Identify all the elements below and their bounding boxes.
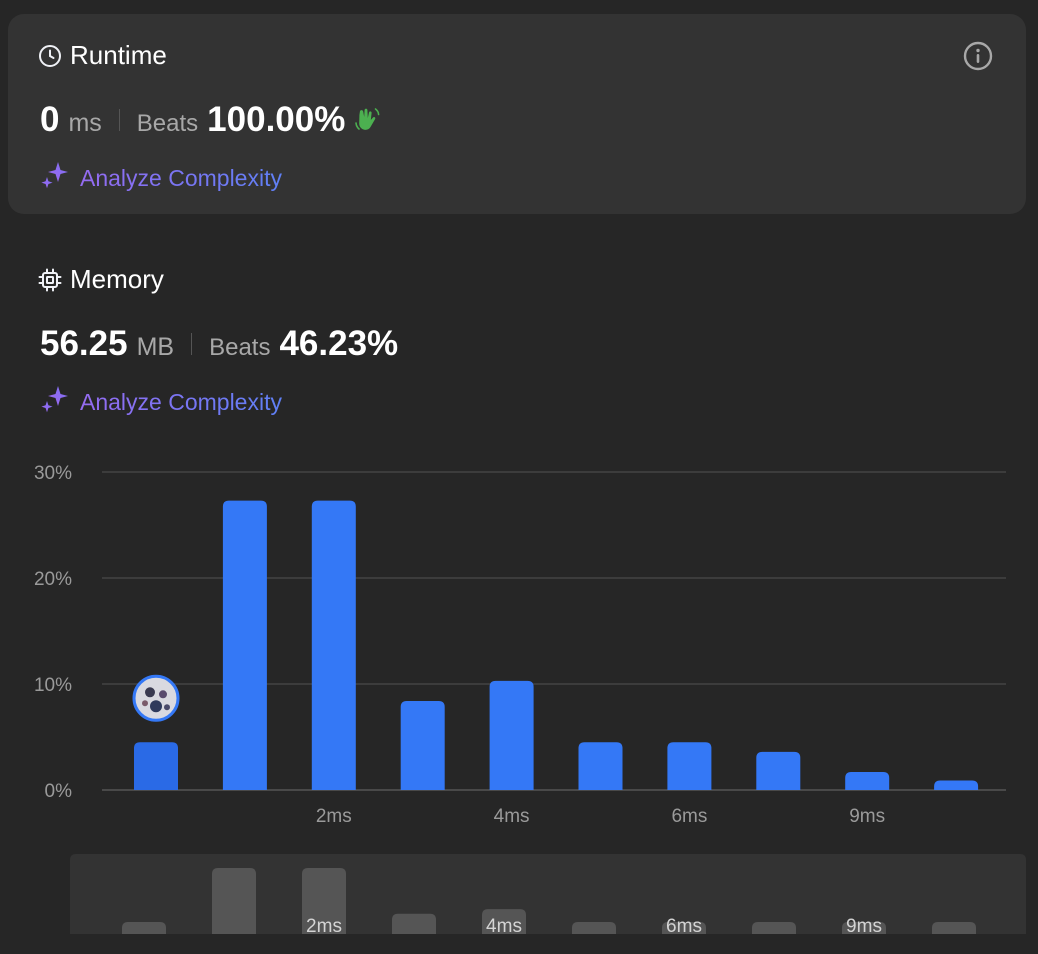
runtime-beats-value: 100.00% bbox=[207, 100, 346, 139]
overview-bar[interactable] bbox=[572, 922, 616, 934]
memory-value: 56.25 bbox=[40, 324, 128, 363]
analyze-complexity-label: Analyze Complexity bbox=[80, 164, 282, 191]
runtime-card bbox=[8, 14, 1026, 214]
chart-bar[interactable] bbox=[934, 780, 979, 790]
runtime-title: Runtime bbox=[70, 40, 167, 70]
runtime-stats: 0 ms Beats 100.00% bbox=[40, 100, 383, 140]
memory-header: Memory bbox=[38, 264, 164, 295]
chart-bar[interactable] bbox=[222, 500, 267, 790]
info-icon[interactable] bbox=[962, 40, 994, 72]
chip-icon bbox=[38, 268, 62, 292]
y-tick-label: 10% bbox=[34, 675, 72, 696]
overview-bar[interactable] bbox=[752, 922, 796, 934]
chart-bar[interactable] bbox=[756, 751, 801, 790]
overview-bar[interactable] bbox=[932, 922, 976, 934]
overview-bar[interactable] bbox=[302, 868, 346, 934]
runtime-unit: ms bbox=[68, 109, 102, 137]
x-tick-label: 2ms bbox=[316, 806, 352, 827]
overview-bar[interactable] bbox=[122, 922, 166, 934]
chart-bar[interactable] bbox=[311, 500, 356, 790]
x-tick-label: 6ms bbox=[671, 806, 707, 827]
chart-bar[interactable] bbox=[578, 742, 623, 790]
overview-bar[interactable] bbox=[212, 868, 256, 934]
memory-stats: 56.25 MB Beats 46.23% bbox=[40, 324, 398, 364]
memory-unit: MB bbox=[136, 333, 175, 361]
memory-title: Memory bbox=[70, 264, 164, 294]
chart-bar[interactable] bbox=[489, 680, 534, 790]
y-tick-label: 30% bbox=[34, 463, 72, 484]
analyze-complexity-label: Analyze Complexity bbox=[80, 388, 282, 415]
waving-hands-icon bbox=[351, 102, 383, 139]
memory-beats-label: Beats bbox=[209, 334, 271, 361]
y-tick-label: 20% bbox=[34, 569, 72, 590]
runtime-analyze-complexity-link[interactable]: Analyze Complexity bbox=[40, 160, 282, 196]
sparkle-icon bbox=[40, 384, 70, 420]
memory-analyze-complexity-link[interactable]: Analyze Complexity bbox=[40, 384, 282, 420]
sparkle-icon bbox=[40, 160, 70, 196]
runtime-value: 0 bbox=[40, 100, 60, 139]
chart-bar[interactable] bbox=[667, 742, 712, 790]
divider bbox=[191, 333, 193, 355]
y-tick-label: 0% bbox=[45, 781, 73, 802]
avatar[interactable] bbox=[132, 674, 180, 722]
chart-bar[interactable] bbox=[400, 700, 445, 790]
overview-bar[interactable] bbox=[662, 922, 706, 934]
clock-icon bbox=[38, 44, 62, 68]
x-tick-label: 4ms bbox=[494, 806, 530, 827]
runtime-beats-label: Beats bbox=[136, 110, 199, 137]
x-tick-label: 9ms bbox=[849, 806, 885, 827]
overview-bar[interactable] bbox=[842, 922, 886, 934]
overview-bar[interactable] bbox=[482, 909, 526, 934]
chart-bar[interactable] bbox=[845, 771, 890, 790]
runtime-header: Runtime bbox=[38, 40, 167, 71]
chart-bar[interactable] bbox=[134, 742, 178, 790]
divider bbox=[118, 109, 120, 131]
memory-beats-value: 46.23% bbox=[279, 324, 399, 363]
overview-bar[interactable] bbox=[392, 913, 436, 934]
